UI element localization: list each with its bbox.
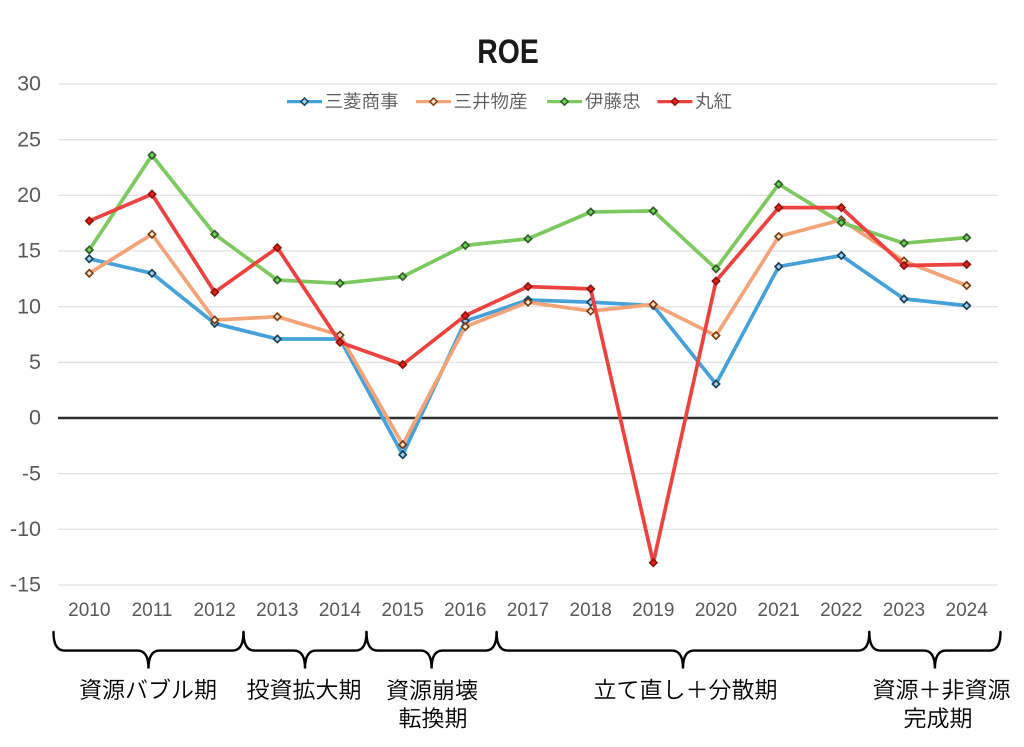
- svg-text:2022: 2022: [820, 600, 862, 621]
- svg-text:2018: 2018: [570, 600, 612, 621]
- svg-text:2014: 2014: [319, 600, 362, 621]
- svg-text:-5: -5: [22, 461, 41, 485]
- svg-text:ROE: ROE: [477, 33, 539, 71]
- svg-text:2011: 2011: [132, 600, 173, 621]
- svg-text:5: 5: [29, 350, 41, 374]
- svg-text:2012: 2012: [194, 600, 236, 621]
- svg-text:-15: -15: [10, 573, 41, 597]
- svg-text:-10: -10: [10, 517, 41, 541]
- svg-text:25: 25: [17, 127, 41, 151]
- svg-text:2016: 2016: [444, 600, 486, 621]
- svg-text:20: 20: [17, 183, 41, 207]
- svg-text:2021: 2021: [758, 600, 800, 621]
- svg-text:2019: 2019: [632, 600, 674, 621]
- svg-text:2020: 2020: [695, 600, 737, 621]
- svg-text:2010: 2010: [68, 600, 110, 621]
- svg-text:2017: 2017: [507, 600, 549, 621]
- svg-text:2015: 2015: [382, 600, 424, 621]
- svg-text:10: 10: [17, 294, 41, 318]
- svg-text:2024: 2024: [946, 600, 989, 621]
- svg-text:2013: 2013: [256, 600, 298, 621]
- svg-text:15: 15: [17, 239, 41, 263]
- svg-text:2023: 2023: [883, 600, 925, 621]
- svg-text:0: 0: [29, 406, 41, 430]
- svg-text:30: 30: [17, 72, 41, 96]
